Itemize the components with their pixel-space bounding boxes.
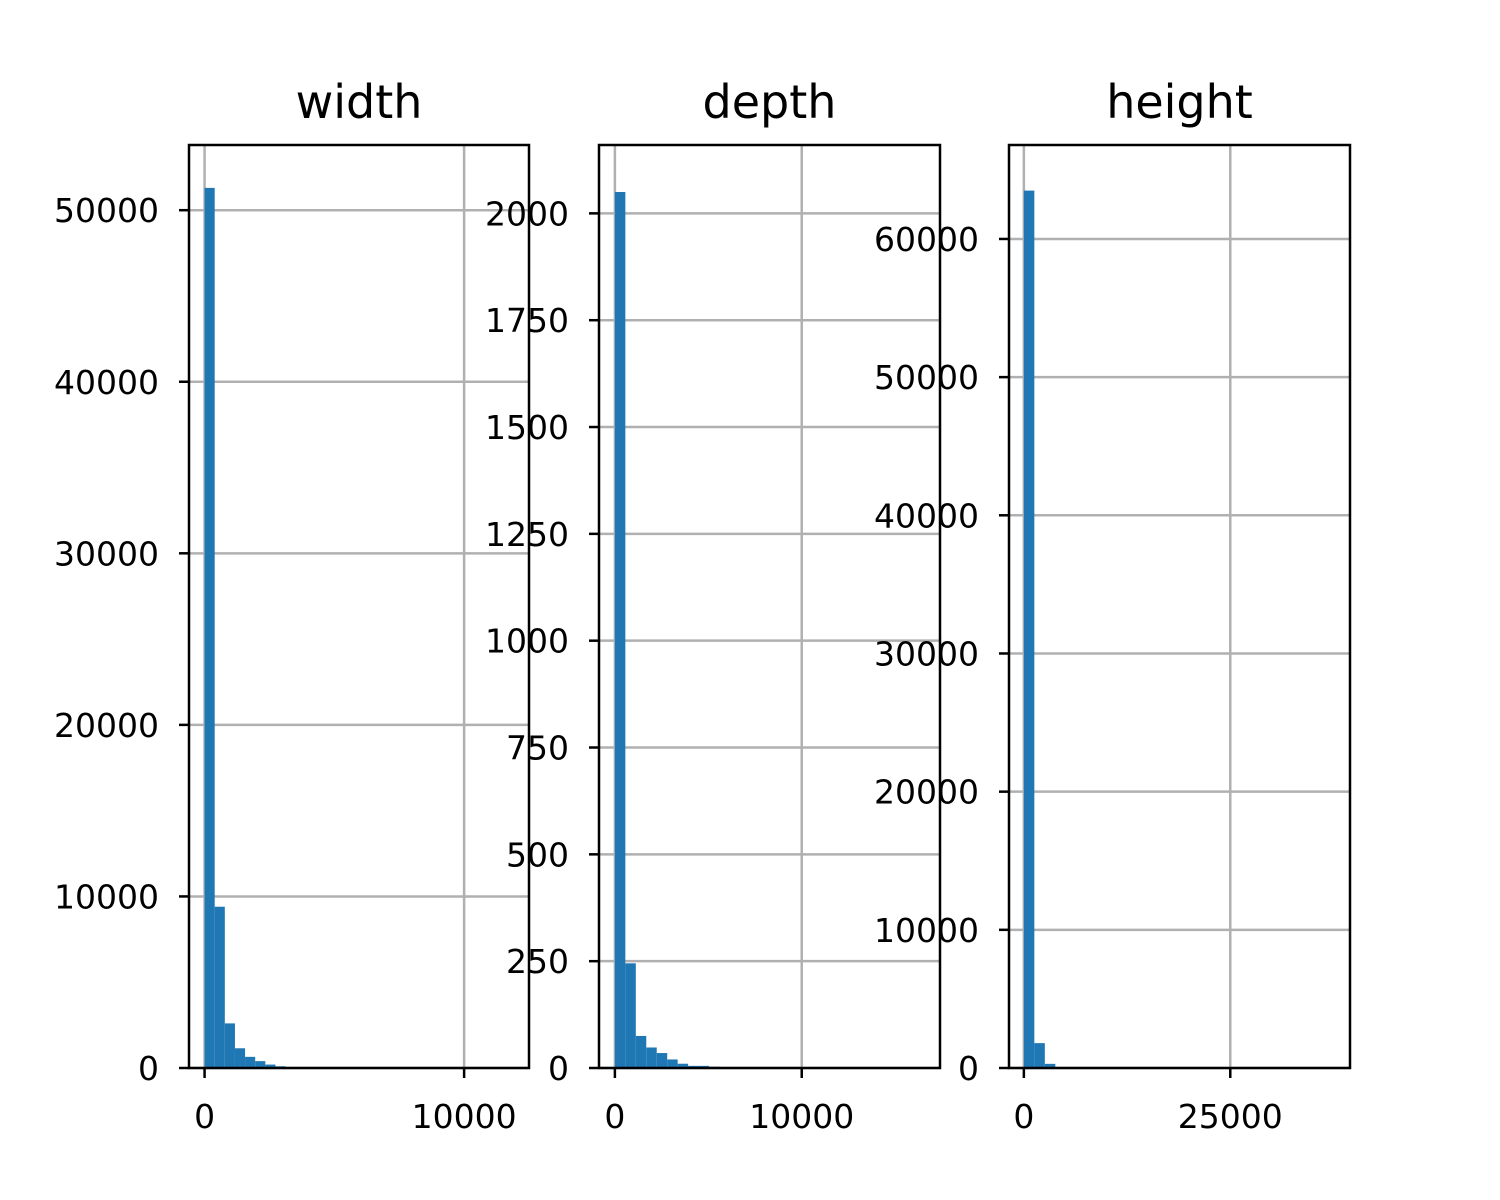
histogram-bar — [265, 1064, 276, 1068]
histogram-bar — [667, 1059, 678, 1068]
histogram-bar — [224, 1023, 235, 1068]
y-tick-label: 50000 — [874, 358, 979, 397]
y-tick-label: 0 — [958, 1049, 979, 1088]
histogram-bar — [214, 906, 225, 1068]
histogram-bar — [1023, 190, 1035, 1069]
y-tick-label: 40000 — [874, 496, 979, 535]
subplot-title: width — [296, 75, 423, 129]
y-tick-label: 40000 — [54, 363, 159, 402]
histogram-bar — [1034, 1043, 1045, 1068]
y-tick-label: 250 — [506, 942, 569, 981]
axes-frame — [597, 143, 942, 1070]
subplot-depth: 0 10000 0 250 500 750 1000 1250 1500 1750 2000 dept… — [485, 75, 942, 1136]
histogram-bar — [635, 1035, 647, 1068]
histogram-bar — [677, 1063, 689, 1068]
x-tick-label: 0 — [194, 1097, 215, 1136]
y-tick-label: 750 — [506, 729, 569, 768]
y-tick-label: 1250 — [485, 515, 569, 554]
x-tick-label: 0 — [1013, 1097, 1034, 1136]
y-tick-label: 2000 — [485, 194, 569, 233]
y-tick-label: 50000 — [54, 191, 159, 230]
x-tick-label: 0 — [604, 1097, 625, 1136]
y-tick-label: 0 — [548, 1049, 569, 1088]
histogram-bar — [656, 1053, 668, 1068]
x-tick-label: 10000 — [749, 1097, 854, 1136]
y-tick-label: 30000 — [54, 534, 159, 573]
subplot-height: 0 25000 0 10000 20000 30000 40000 50000 60000 hei… — [874, 75, 1352, 1136]
y-tick-label: 1000 — [485, 622, 569, 661]
histogram-bar — [245, 1056, 256, 1068]
y-tick-label: 500 — [506, 835, 569, 874]
y-tick-label: 1500 — [485, 408, 569, 447]
y-tick-label: 30000 — [874, 634, 979, 673]
x-tick-label: 25000 — [1178, 1097, 1283, 1136]
histogram-bar — [625, 963, 636, 1068]
histogram-bar — [1044, 1063, 1056, 1068]
subplot-title: depth — [703, 75, 837, 129]
y-tick-label: 1750 — [485, 301, 569, 340]
histogram-bar — [234, 1048, 246, 1068]
y-tick-label: 20000 — [54, 706, 159, 745]
y-tick-label: 10000 — [54, 877, 159, 916]
axes-frame — [187, 143, 531, 1070]
y-tick-label: 60000 — [874, 220, 979, 259]
subplot-title: height — [1106, 75, 1253, 129]
subplot-width: 0 10000 0 10000 20000 30000 40000 50000 width — [54, 75, 531, 1136]
y-tick-label: 0 — [138, 1049, 159, 1088]
histogram-bar — [255, 1061, 266, 1068]
y-tick-label: 20000 — [874, 773, 979, 812]
histogram-bar — [646, 1047, 657, 1068]
histogram-bar — [614, 192, 626, 1068]
y-tick-label: 10000 — [874, 911, 979, 950]
x-tick-label: 10000 — [412, 1097, 517, 1136]
axes-frame — [1007, 143, 1352, 1070]
histogram-bar — [204, 187, 215, 1069]
